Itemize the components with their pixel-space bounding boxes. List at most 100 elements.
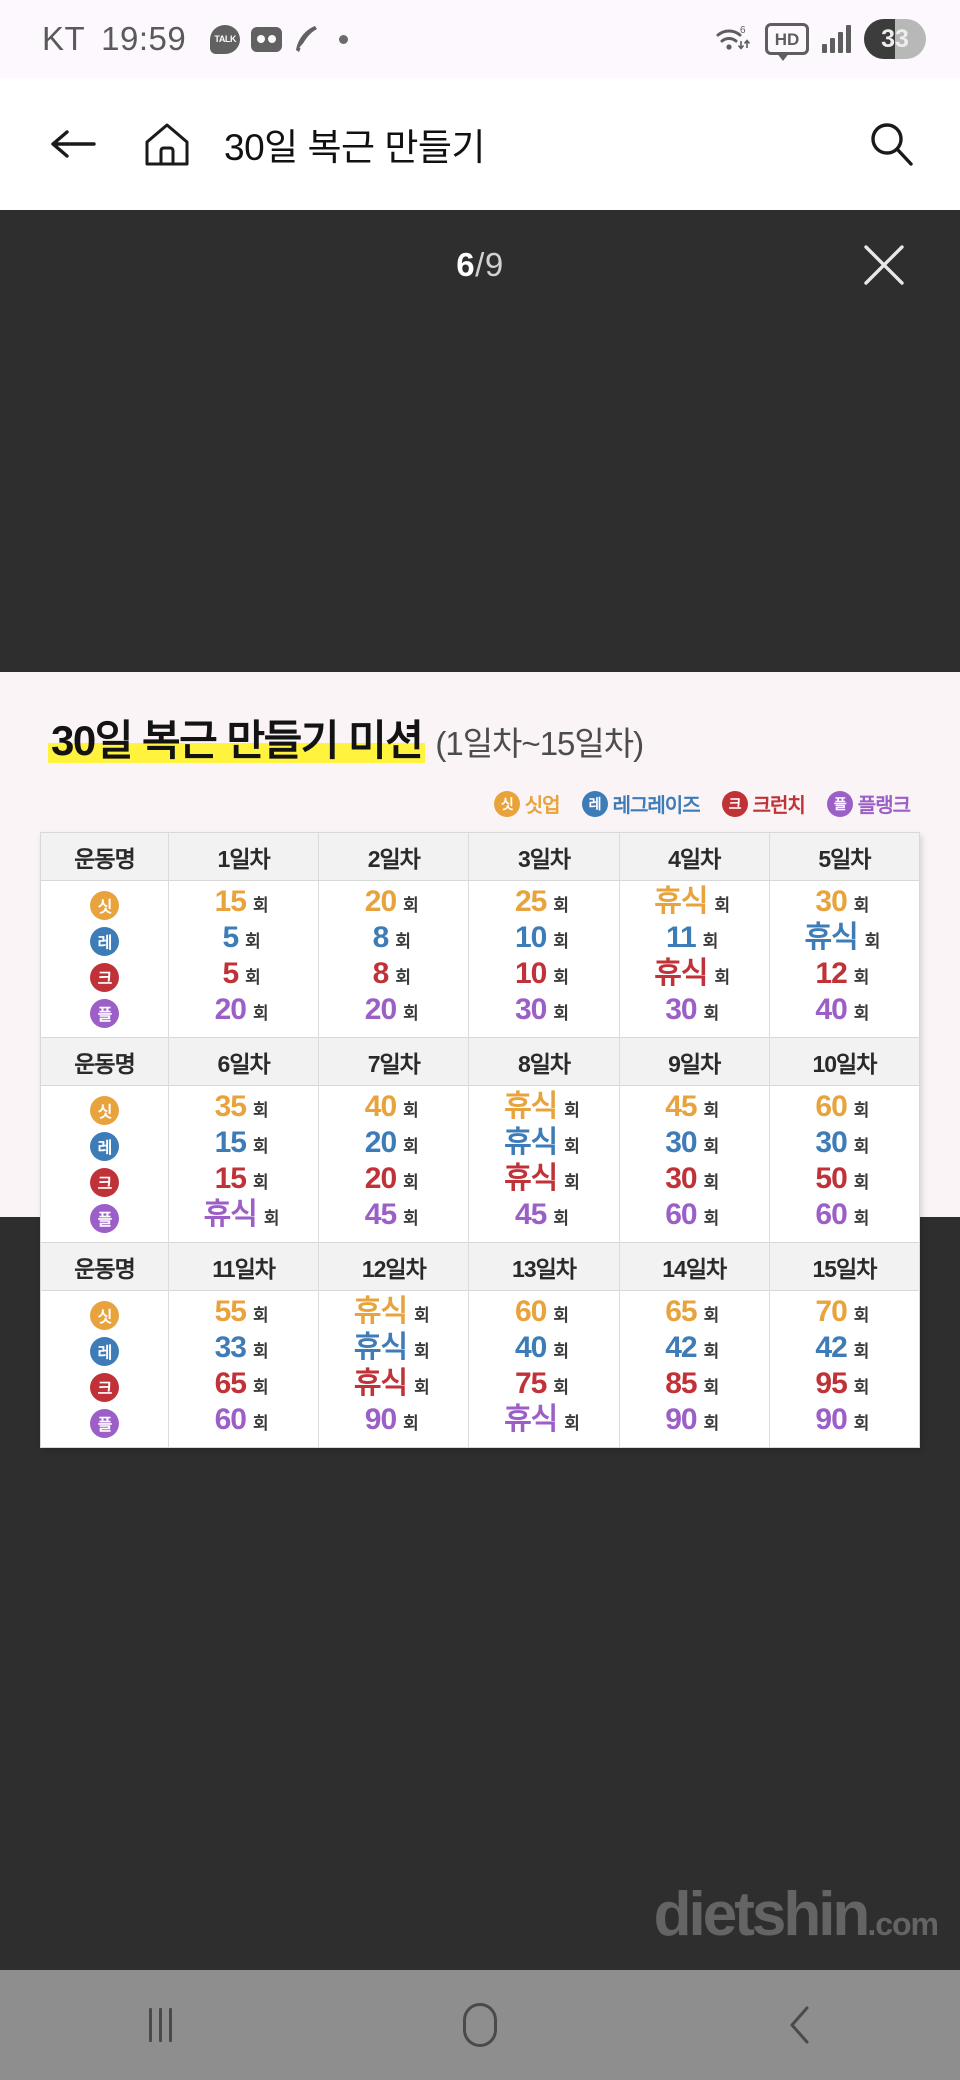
back-chevron-icon[interactable]	[640, 1970, 960, 2080]
rep-value: 20	[214, 993, 247, 1026]
rep-unit: 회	[403, 1414, 419, 1433]
app-bar: 30일 복근 만들기	[0, 78, 960, 210]
search-icon[interactable]	[858, 111, 924, 177]
rep-value: 8	[372, 921, 390, 954]
rep-value: 70	[815, 1295, 847, 1328]
status-bar-right: 6 HD 33	[716, 19, 926, 61]
rep-value: 15	[214, 885, 247, 918]
rep-unit: 회	[403, 896, 419, 915]
day-column: 70 회 42 회 95 회 90 회	[770, 1291, 919, 1447]
rep-value: 30	[665, 1162, 697, 1195]
table-cell: 휴식 회	[319, 1333, 468, 1369]
column-header-day: 12일차	[319, 1243, 470, 1290]
rep-unit: 회	[414, 1306, 430, 1325]
rep-unit: 회	[553, 1004, 570, 1023]
recents-icon[interactable]	[0, 1970, 320, 2080]
table-row: 플	[90, 995, 119, 1031]
close-icon[interactable]	[852, 233, 916, 297]
wifi-6-icon: 6	[716, 24, 752, 54]
rep-value: 휴식	[353, 1295, 408, 1328]
rep-value: 15	[214, 1162, 247, 1195]
table-cell: 45 회	[469, 1200, 618, 1236]
rep-unit: 회	[564, 1137, 580, 1156]
rep-value: 33	[214, 1331, 247, 1364]
hd-label: HD	[774, 29, 800, 49]
page-counter-total: /9	[475, 246, 504, 283]
exercise-badge-icon: 플	[90, 998, 119, 1028]
day-column: 40 회 20 회 20 회 45 회	[319, 1086, 470, 1242]
table-cell: 90 회	[319, 1405, 468, 1441]
column-header-day: 2일차	[319, 833, 470, 880]
table-cell: 42 회	[770, 1333, 919, 1369]
workout-plan-image[interactable]: 30일 복근 만들기 미션 (1일차~15일차) 싯 싯업 레 레그레이즈 크 …	[0, 672, 960, 1448]
rep-unit: 회	[403, 1209, 419, 1228]
table-cell: 15 회	[169, 1128, 318, 1164]
dot-icon	[339, 34, 349, 44]
rep-unit: 회	[414, 1378, 430, 1397]
legend-label-plank: 플랭크	[857, 795, 911, 817]
watermark: dietshin .com	[654, 1884, 939, 1946]
home-circle-icon[interactable]	[320, 1970, 640, 2080]
rep-unit: 회	[252, 896, 269, 915]
day-column: 25 회 10 회 10 회 30 회	[469, 881, 620, 1037]
rep-unit: 회	[714, 896, 731, 915]
legend-item-plank: 플 플랭크	[826, 789, 911, 818]
table-cell: 60 회	[169, 1405, 318, 1441]
exercise-badge-icon: 싯	[90, 1095, 119, 1125]
table-cell: 75 회	[469, 1369, 618, 1405]
day-column: 15 회 5 회 5 회 20 회	[169, 881, 320, 1037]
day-column: 60 회 30 회 50 회 60 회	[770, 1086, 919, 1242]
column-header-day: 5일차	[818, 845, 871, 872]
rep-value: 60	[515, 1295, 547, 1328]
table-cell: 휴식 회	[469, 1164, 618, 1200]
rep-unit: 회	[853, 1342, 870, 1361]
rep-value: 20	[364, 993, 397, 1026]
viewer-header: 6/9	[0, 210, 960, 320]
rep-value: 5	[222, 957, 239, 990]
battery-indicator: 33	[864, 19, 926, 59]
rep-value: 60	[815, 1198, 847, 1231]
exercise-badge-icon: 싯	[90, 890, 119, 920]
status-bar: KT 19:59 TALK 6 HD 33	[0, 0, 960, 78]
table-cell: 20 회	[319, 995, 468, 1031]
situp-badge-icon: 싯	[493, 790, 520, 817]
table-cell: 42 회	[620, 1333, 769, 1369]
rep-value: 25	[515, 885, 547, 918]
table-cell: 40 회	[770, 995, 919, 1031]
exercise-badge-icon: 레	[90, 1336, 119, 1366]
rep-unit: 회	[703, 1414, 720, 1433]
home-icon[interactable]	[134, 111, 200, 177]
rep-value: 50	[815, 1162, 847, 1195]
rep-value: 60	[815, 1090, 847, 1123]
rep-value: 30	[665, 993, 697, 1026]
workout-table: 운동명 1일차 2일차 3일차 4일차 5일차 싯 레 크 플 15 회 5 회 5 회 20 회 20 회 8 회 8 회 2…	[40, 832, 920, 1448]
table-block: 운동명 11일차 12일차 13일차 14일차 15일차 싯 레 크 플 55 회 33 회 65 회 60 회 휴…	[41, 1242, 919, 1447]
rep-unit: 회	[703, 1342, 720, 1361]
table-block: 운동명 1일차 2일차 3일차 4일차 5일차 싯 레 크 플 15 회 5 회 5 회 20 회 20 회 8 회 8 회 2…	[41, 833, 919, 1037]
rep-unit: 회	[414, 1342, 430, 1361]
exercise-legend: 싯 싯업 레 레그레이즈 크 크런치 플 플랭크	[36, 789, 924, 818]
day-column: 65 회 42 회 85 회 90 회	[620, 1291, 770, 1447]
table-cell: 65 회	[169, 1369, 318, 1405]
rep-value: 휴식	[654, 957, 708, 990]
rep-unit: 회	[553, 896, 570, 915]
table-cell: 50 회	[770, 1164, 919, 1200]
rep-unit: 회	[703, 1209, 720, 1228]
image-title: 30일 복근 만들기 미션 (1일차~15일차)	[36, 672, 924, 765]
table-cell: 10 회	[469, 923, 618, 959]
rep-unit: 회	[853, 1101, 870, 1120]
day-column: 20 회 8 회 8 회 20 회	[319, 881, 470, 1037]
legend-label-legraise: 레그레이즈	[612, 795, 701, 817]
rep-value: 75	[515, 1367, 547, 1400]
rep-value: 휴식	[353, 1331, 408, 1364]
table-row: 싯	[90, 1092, 119, 1128]
image-title-main: 30일 복근 만들기 미션	[48, 718, 426, 764]
table-cell: 20 회	[319, 1128, 468, 1164]
column-header-exercise: 운동명	[41, 1038, 169, 1085]
back-arrow-icon[interactable]	[40, 111, 106, 177]
column-header-day: 11일차	[169, 1243, 320, 1290]
column-header-exercise: 운동명	[41, 1243, 169, 1290]
rep-value: 65	[665, 1295, 697, 1328]
